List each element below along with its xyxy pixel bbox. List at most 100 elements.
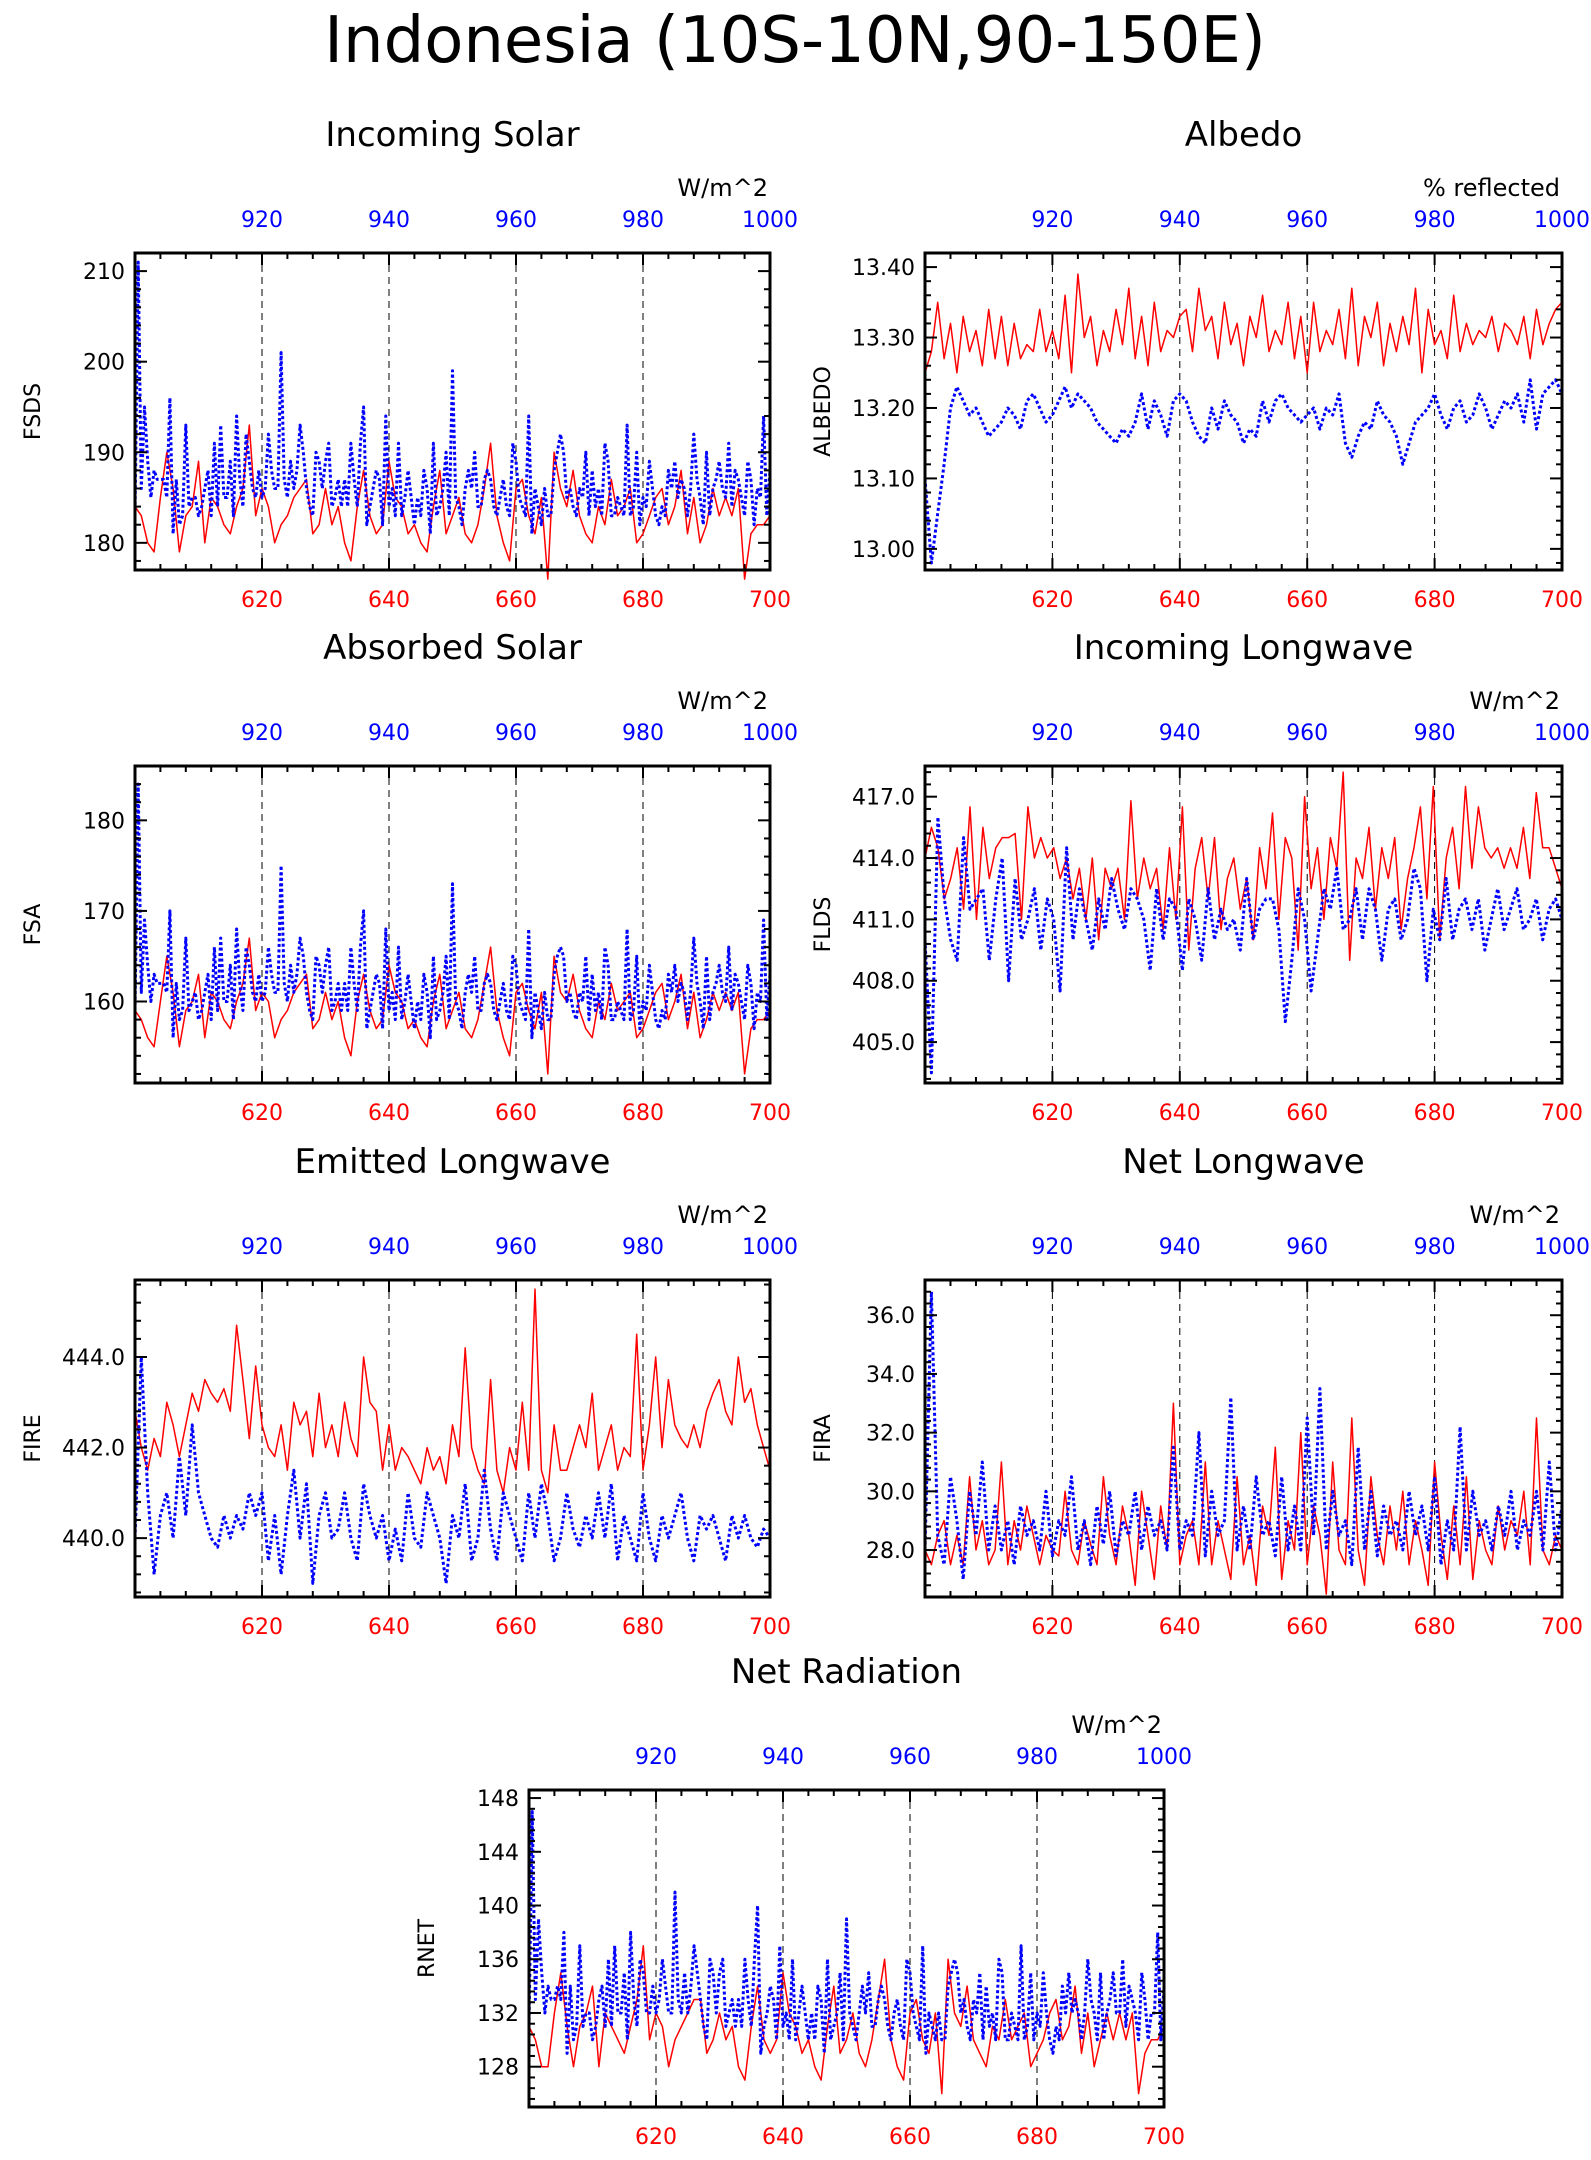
chart-panel-albedo: Albedo % reflected ALBEDO 13.00 13.10 13.20 13…	[811, 115, 1590, 613]
chart-title: Incoming Solar	[325, 115, 579, 155]
x-top-tick-label: 1000	[1534, 721, 1590, 746]
x-bottom-tick-label: 660	[1286, 588, 1328, 613]
y-tick-label: 13.30	[852, 327, 915, 352]
x-top-tick-label: 960	[495, 1235, 537, 1260]
x-top-tick-label: 960	[495, 721, 537, 746]
x-top-tick-label: 920	[635, 1745, 677, 1770]
x-top-tick-label: 920	[1031, 721, 1073, 746]
y-tick-label: 148	[477, 1787, 519, 1812]
series-line-blue	[133, 260, 772, 536]
y-tick-label: 13.00	[852, 538, 915, 563]
x-top-tick-label: 1000	[742, 721, 798, 746]
y-axis-label: RNET	[415, 1918, 440, 1978]
y-tick-label: 140	[477, 1895, 519, 1920]
x-bottom-tick-label: 680	[1414, 1101, 1456, 1126]
y-tick-label: 28.0	[866, 1539, 915, 1564]
x-top-tick-label: 980	[622, 721, 664, 746]
series-line-red	[924, 771, 1563, 962]
chart-panel-fira: Net Longwave W/m^2 FIRA 28.0 30.0 32.0 34.0 36.…	[811, 1142, 1590, 1640]
series-line-red	[134, 1288, 771, 1494]
y-tick-label: 170	[83, 900, 125, 925]
x-bottom-tick-label: 620	[635, 2125, 677, 2150]
x-bottom-tick-label: 620	[241, 1101, 283, 1126]
units-label: % reflected	[1423, 174, 1560, 202]
x-bottom-tick-label: 620	[1031, 1101, 1073, 1126]
series-line-red	[924, 1402, 1563, 1595]
x-top-tick-label: 960	[1286, 721, 1328, 746]
x-top-tick-label: 920	[241, 721, 283, 746]
chart-panel-flds: Incoming Longwave W/m^2 FLDS 405.0 408.0 411.…	[811, 628, 1590, 1126]
x-bottom-tick-label: 640	[762, 2125, 804, 2150]
plot-frame	[923, 764, 1564, 1085]
x-top-tick-label: 940	[1159, 1235, 1201, 1260]
x-bottom-tick-label: 700	[749, 588, 791, 613]
y-tick-label: 442.0	[62, 1437, 125, 1462]
chart-panel-fsa: Absorbed Solar W/m^2 FSA 160 170 180 620 640 660…	[21, 628, 798, 1126]
x-bottom-tick-label: 700	[1143, 2125, 1185, 2150]
x-bottom-tick-label: 640	[368, 1615, 410, 1640]
x-bottom-tick-label: 680	[622, 1615, 664, 1640]
units-label: W/m^2	[677, 1201, 768, 1229]
y-tick-label: 411.0	[852, 908, 915, 933]
x-top-tick-label: 1000	[1534, 208, 1590, 233]
chart-panel-fsds: Incoming Solar W/m^2 FSDS 180 190 200 210 620 64…	[21, 115, 798, 613]
chart-panel-fire: Emitted Longwave W/m^2 FIRE 440.0 442.0 444.0…	[21, 1142, 798, 1640]
y-tick-label: 13.20	[852, 397, 915, 422]
x-top-tick-label: 1000	[1534, 1235, 1590, 1260]
series-line-blue	[923, 378, 1564, 565]
x-top-tick-label: 1000	[1136, 1745, 1192, 1770]
x-bottom-tick-label: 680	[622, 588, 664, 613]
x-top-tick-label: 980	[1016, 1745, 1058, 1770]
y-tick-label: 13.40	[852, 256, 915, 281]
x-bottom-tick-label: 640	[1159, 1615, 1201, 1640]
x-top-tick-label: 940	[1159, 208, 1201, 233]
y-axis-label: FIRE	[21, 1414, 46, 1462]
y-tick-label: 444.0	[62, 1346, 125, 1371]
units-label: W/m^2	[1469, 1201, 1560, 1229]
y-tick-label: 136	[477, 1948, 519, 1973]
y-tick-label: 144	[477, 1841, 519, 1866]
x-bottom-tick-label: 620	[1031, 588, 1073, 613]
plot-frame	[133, 1278, 772, 1599]
units-label: W/m^2	[677, 174, 768, 202]
chart-title: Net Longwave	[1122, 1142, 1364, 1182]
x-bottom-tick-label: 700	[749, 1615, 791, 1640]
x-bottom-tick-label: 640	[368, 588, 410, 613]
x-top-tick-label: 980	[1414, 721, 1456, 746]
chart-panels: Incoming Solar W/m^2 FSDS 180 190 200 210 620 64…	[21, 115, 1590, 2150]
chart-title: Absorbed Solar	[323, 628, 582, 668]
x-bottom-tick-label: 640	[1159, 1101, 1201, 1126]
x-top-tick-label: 960	[1286, 208, 1328, 233]
series-line-blue	[527, 1810, 1166, 2055]
series-line-blue	[923, 1290, 1564, 1581]
y-tick-label: 30.0	[866, 1480, 915, 1505]
x-bottom-tick-label: 640	[1159, 588, 1201, 613]
y-tick-label: 408.0	[852, 970, 915, 995]
y-tick-label: 210	[83, 260, 125, 285]
plot-frame	[133, 251, 772, 572]
x-top-tick-label: 940	[368, 1235, 410, 1260]
chart-title: Net Radiation	[731, 1652, 962, 1692]
x-top-tick-label: 960	[1286, 1235, 1328, 1260]
y-axis-label: FSA	[21, 904, 46, 946]
x-top-tick-label: 940	[368, 721, 410, 746]
x-bottom-tick-label: 680	[1016, 2125, 1058, 2150]
x-bottom-tick-label: 660	[495, 1615, 537, 1640]
y-tick-label: 414.0	[852, 847, 915, 872]
y-tick-label: 34.0	[866, 1363, 915, 1388]
x-top-tick-label: 980	[622, 208, 664, 233]
x-bottom-tick-label: 680	[1414, 588, 1456, 613]
series-line-red	[134, 937, 771, 1075]
x-bottom-tick-label: 680	[622, 1101, 664, 1126]
y-axis-label: ALBEDO	[811, 366, 836, 457]
series-line-red	[134, 424, 771, 580]
x-bottom-tick-label: 700	[1541, 588, 1583, 613]
y-axis-label: FIRA	[811, 1414, 836, 1463]
x-bottom-tick-label: 700	[1541, 1615, 1583, 1640]
chart-title: Albedo	[1185, 115, 1303, 155]
y-axis-label: FLDS	[811, 897, 836, 953]
x-bottom-tick-label: 700	[1541, 1101, 1583, 1126]
x-bottom-tick-label: 660	[889, 2125, 931, 2150]
y-tick-label: 13.10	[852, 467, 915, 492]
